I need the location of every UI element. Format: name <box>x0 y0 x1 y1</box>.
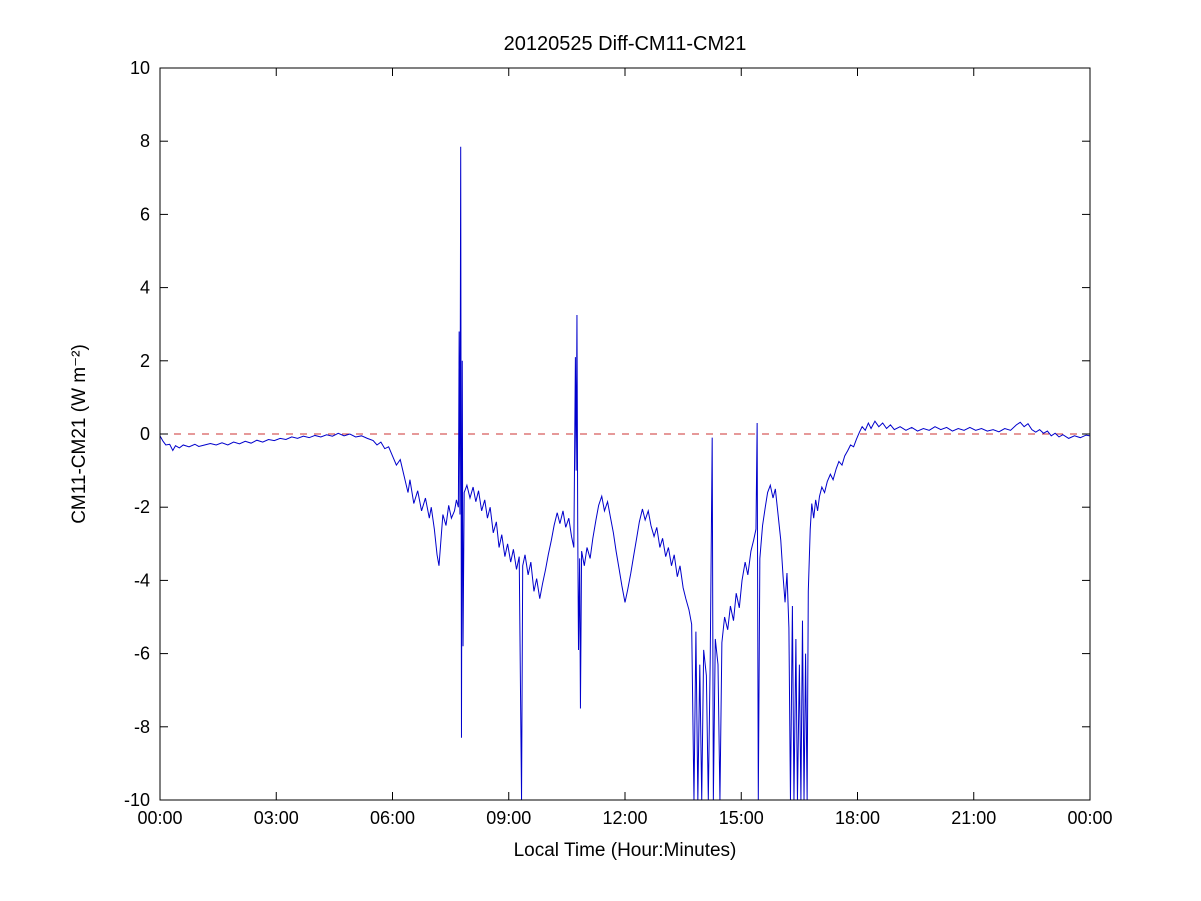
y-tick-label: 4 <box>140 278 150 298</box>
x-tick-label: 21:00 <box>951 808 996 828</box>
chart-title: 20120525 Diff-CM11-CM21 <box>504 33 747 55</box>
y-tick-label: -8 <box>134 717 150 737</box>
plot-area: 00:00 03:00 06:00 09:00 12:00 15:00 18:00 21:00… <box>124 58 1113 828</box>
x-tick-label: 00:00 <box>1067 808 1112 828</box>
x-tick-label: 00:00 <box>137 808 182 828</box>
y-tick-label: -10 <box>124 790 150 810</box>
y-tick-label: 8 <box>140 131 150 151</box>
y-tick-label: -6 <box>134 644 150 664</box>
y-tick-label: -4 <box>134 570 150 590</box>
x-tick-label: 15:00 <box>719 808 764 828</box>
y-tick-label: -2 <box>134 497 150 517</box>
x-tick-label: 12:00 <box>602 808 647 828</box>
data-series-line <box>160 146 1090 800</box>
x-tick-label: 18:00 <box>835 808 880 828</box>
x-tick-label: 09:00 <box>486 808 531 828</box>
x-tick-label: 03:00 <box>254 808 299 828</box>
y-tick-label: 2 <box>140 351 150 371</box>
x-axis-label: Local Time (Hour:Minutes) <box>514 840 737 861</box>
y-tick-label: 6 <box>140 204 150 224</box>
x-tick-label: 06:00 <box>370 808 415 828</box>
y-tick-label: 10 <box>130 58 150 78</box>
y-axis-label: CM11-CM21 (W m⁻²) <box>69 344 90 524</box>
y-tick-label: 0 <box>140 424 150 444</box>
